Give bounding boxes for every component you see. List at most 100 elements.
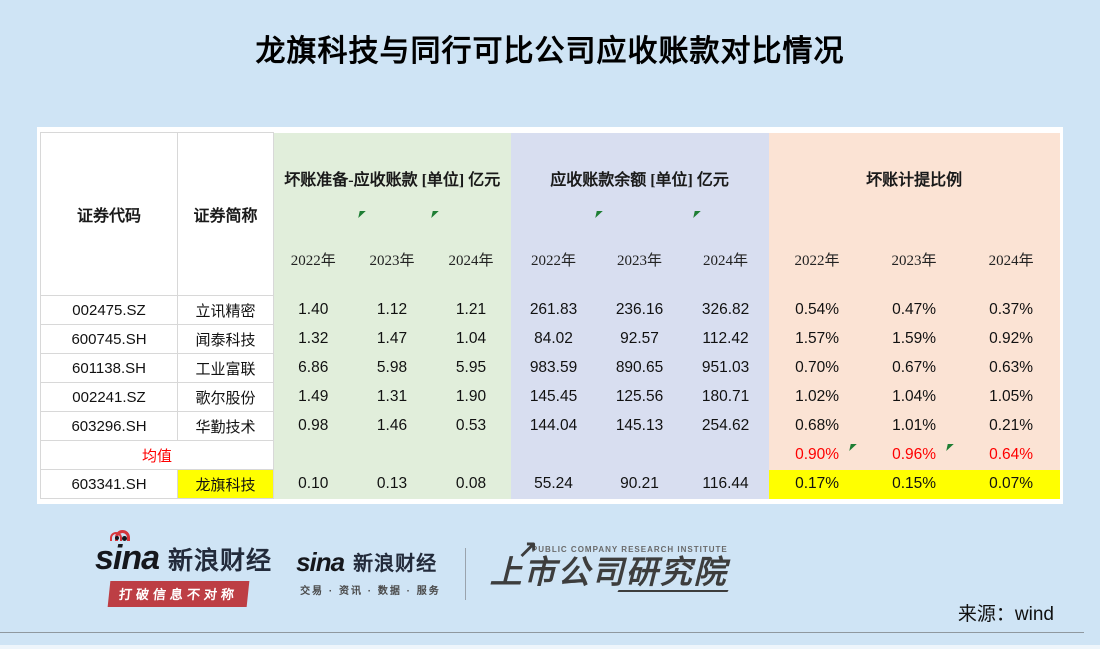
- sina-eye-icon: [110, 532, 122, 541]
- value-cell: 1.32: [273, 324, 353, 354]
- comparison-table: 证券代码 证券简称 坏账准备-应收账款 [单位] 亿元 应收账款余额 [单位] …: [40, 132, 1060, 499]
- value-cell: 1.21: [431, 295, 511, 325]
- value-cell: 145.13: [596, 411, 683, 441]
- value-cell: 1.59%: [865, 324, 963, 354]
- year-header: 2022年: [510, 222, 597, 296]
- research-institute-logo: PUBLIC COMPANY RESEARCH INSTITUTE ↗ 上市公司…: [489, 536, 729, 593]
- name-cell: 立讯精密: [177, 295, 274, 325]
- value-cell: 125.56: [596, 382, 683, 412]
- value-cell: 145.45: [510, 382, 597, 412]
- table-row: 002475.SZ 立讯精密 1.40 1.12 1.21 261.83 236…: [40, 295, 1060, 325]
- value-cell: 1.05%: [962, 382, 1060, 412]
- table-row: 603296.SH 华勤技术 0.98 1.46 0.53 144.04 145…: [40, 411, 1060, 441]
- year-header: 2023年: [352, 222, 432, 296]
- footer-logos: sina 新浪财经 打破信息不对称 sina 新浪财经 交易 · 资讯 · 数据…: [95, 530, 729, 607]
- value-cell: 0.10: [273, 469, 353, 499]
- value-cell: 5.95: [431, 353, 511, 383]
- name-cell: 闻泰科技: [177, 324, 274, 354]
- group-header-balance-label: 应收账款余额 [单位] 亿元: [550, 171, 729, 189]
- value-cell: 116.44: [682, 469, 769, 499]
- code-cell: 601138.SH: [40, 353, 178, 383]
- value-cell: 1.04: [431, 324, 511, 354]
- value-cell: 6.86: [273, 353, 353, 383]
- sina-wordmark: sina: [296, 547, 345, 577]
- value-cell: 0.92%: [962, 324, 1060, 354]
- group-header-provision-label: 坏账准备-应收账款 [单位] 亿元: [284, 171, 501, 189]
- value-cell: 112.42: [682, 324, 769, 354]
- value-cell: 1.40: [273, 295, 353, 325]
- value-cell: 236.16: [596, 295, 683, 325]
- value-cell: 90.21: [596, 469, 683, 499]
- value-cell: 0.63%: [962, 353, 1060, 383]
- value-cell: 5.98: [352, 353, 432, 383]
- code-cell: 600745.SH: [40, 324, 178, 354]
- header-row-years: 2022年 2023年 2024年 2022年 2023年 2024年 2022…: [41, 222, 1060, 296]
- value-cell: 180.71: [682, 382, 769, 412]
- mean-value-cell: 0.64%: [962, 440, 1060, 470]
- value-cell: 0.54%: [768, 295, 866, 325]
- value-cell: 144.04: [510, 411, 597, 441]
- value-cell: 1.57%: [768, 324, 866, 354]
- sina-finance-logo-secondary: sina 新浪财经 交易 · 资讯 · 数据 · 服务: [110, 532, 441, 597]
- green-flag-icon: [594, 210, 603, 218]
- value-cell-highlighted: 0.07%: [962, 469, 1060, 499]
- empty-cell: [273, 440, 353, 470]
- bottom-strip: [0, 645, 1100, 649]
- name-cell: 歌尔股份: [177, 382, 274, 412]
- institute-name-text: 上市公司研究院: [489, 554, 728, 590]
- value-cell: 983.59: [510, 353, 597, 383]
- value-cell: 1.31: [352, 382, 432, 412]
- year-header: 2024年: [431, 222, 511, 296]
- value-cell: 326.82: [682, 295, 769, 325]
- value-cell: 261.83: [510, 295, 597, 325]
- sina-slogan-banner: 打破信息不对称: [107, 581, 250, 607]
- comparison-table-card: 证券代码 证券简称 坏账准备-应收账款 [单位] 亿元 应收账款余额 [单位] …: [37, 127, 1063, 504]
- green-flag-icon: [431, 210, 440, 218]
- code-cell: 603341.SH: [40, 469, 178, 499]
- table-row: 601138.SH 工业富联 6.86 5.98 5.95 983.59 890…: [40, 353, 1060, 383]
- table-row: 002241.SZ 歌尔股份 1.49 1.31 1.90 145.45 125…: [40, 382, 1060, 412]
- value-cell: 0.21%: [962, 411, 1060, 441]
- year-header: 2023年: [596, 222, 683, 296]
- value-cell: 55.24: [510, 469, 597, 499]
- mean-value: 0.90%: [795, 446, 840, 463]
- value-cell: 1.01%: [865, 411, 963, 441]
- name-cell: 工业富联: [177, 353, 274, 383]
- code-cell: 002241.SZ: [40, 382, 178, 412]
- code-cell: 002475.SZ: [40, 295, 178, 325]
- green-flag-icon: [692, 210, 701, 218]
- value-cell: 0.37%: [962, 295, 1060, 325]
- green-flag-icon: [358, 210, 366, 218]
- institute-underline: [617, 590, 729, 593]
- table-row: 600745.SH 闻泰科技 1.32 1.47 1.04 84.02 92.5…: [40, 324, 1060, 354]
- value-cell: 951.03: [682, 353, 769, 383]
- value-cell: 1.12: [352, 295, 432, 325]
- value-cell: 0.70%: [768, 353, 866, 383]
- name-cell: 华勤技术: [177, 411, 274, 441]
- empty-cell: [510, 440, 597, 470]
- bottom-divider: [0, 632, 1084, 633]
- value-cell: 1.47: [352, 324, 432, 354]
- sina-tagline: 交易 · 资讯 · 数据 · 服务: [300, 586, 441, 597]
- sina-finance-label: 新浪财经: [168, 546, 273, 575]
- value-cell: 1.04%: [865, 382, 963, 412]
- year-header: 2022年: [273, 222, 353, 296]
- group-header-ratio: 坏账计提比例: [768, 132, 1060, 223]
- page-title: 龙旗科技与同行可比公司应收账款对比情况: [255, 35, 845, 68]
- value-cell: 84.02: [510, 324, 597, 354]
- col-header-name: 证券简称: [177, 132, 274, 296]
- value-cell: 0.47%: [865, 295, 963, 325]
- institute-name-en: PUBLIC COMPANY RESEARCH INSTITUTE: [531, 545, 728, 554]
- col-header-code: 证券代码: [40, 132, 178, 296]
- name-cell-highlighted: 龙旗科技: [177, 469, 274, 499]
- value-cell: 890.65: [596, 353, 683, 383]
- institute-name-cn: ↗ 上市公司研究院: [489, 536, 729, 593]
- value-cell: 0.13: [352, 469, 432, 499]
- value-cell: 0.67%: [865, 353, 963, 383]
- sina-finance-label: 新浪财经: [353, 553, 438, 575]
- value-cell: 0.53: [431, 411, 511, 441]
- value-cell: 0.98: [273, 411, 353, 441]
- code-cell: 603296.SH: [40, 411, 178, 441]
- value-cell: 1.02%: [768, 382, 866, 412]
- value-cell: 1.49: [273, 382, 353, 412]
